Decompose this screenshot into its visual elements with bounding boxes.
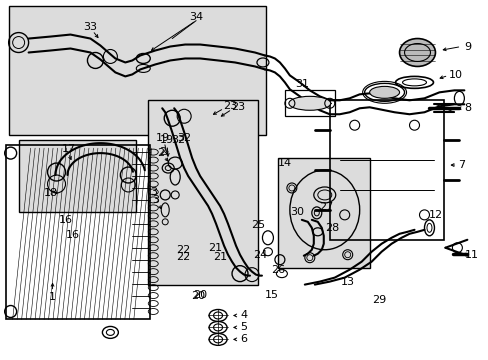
Text: 21: 21 bbox=[207, 243, 222, 253]
Text: 19: 19 bbox=[156, 133, 170, 143]
Bar bbox=[285, 90, 334, 116]
Text: 30: 30 bbox=[289, 207, 303, 217]
Text: 17: 17 bbox=[61, 144, 76, 154]
Text: 18: 18 bbox=[43, 188, 58, 198]
Text: 32: 32 bbox=[177, 133, 191, 143]
Text: 20: 20 bbox=[193, 289, 207, 300]
Text: 32: 32 bbox=[171, 135, 185, 145]
Text: 13: 13 bbox=[340, 276, 354, 287]
Text: 19: 19 bbox=[160, 135, 174, 145]
Text: 7: 7 bbox=[457, 160, 464, 170]
Bar bbox=[329, 100, 444, 240]
Text: 27: 27 bbox=[318, 202, 332, 212]
Text: 3: 3 bbox=[149, 187, 157, 197]
Text: 23: 23 bbox=[223, 101, 237, 111]
Bar bbox=[148, 100, 258, 285]
Text: 31: 31 bbox=[294, 79, 308, 89]
Text: 20: 20 bbox=[191, 291, 205, 301]
Text: 26: 26 bbox=[270, 265, 285, 275]
Text: 4: 4 bbox=[240, 310, 247, 320]
Text: 5: 5 bbox=[240, 323, 247, 332]
Text: 25: 25 bbox=[250, 220, 264, 230]
Ellipse shape bbox=[399, 39, 435, 67]
Text: 16: 16 bbox=[65, 230, 80, 240]
Text: 15: 15 bbox=[264, 289, 278, 300]
Text: 12: 12 bbox=[427, 210, 442, 220]
Text: 29: 29 bbox=[372, 294, 386, 305]
Text: 9: 9 bbox=[463, 41, 470, 51]
Text: 23: 23 bbox=[230, 102, 244, 112]
Text: 2: 2 bbox=[158, 147, 165, 157]
Text: 11: 11 bbox=[464, 250, 477, 260]
Bar bbox=[19, 140, 136, 212]
Text: 28: 28 bbox=[324, 223, 338, 233]
Text: 2: 2 bbox=[156, 148, 163, 158]
Text: 14: 14 bbox=[277, 158, 291, 168]
Text: 24: 24 bbox=[252, 250, 266, 260]
Ellipse shape bbox=[288, 96, 330, 110]
Bar bbox=[9, 6, 265, 135]
Text: 8: 8 bbox=[463, 103, 470, 113]
Text: 22: 22 bbox=[176, 245, 190, 255]
Text: 22: 22 bbox=[176, 252, 190, 262]
Text: 34: 34 bbox=[189, 12, 203, 22]
Text: 16: 16 bbox=[59, 215, 72, 225]
Bar bbox=[277, 158, 369, 268]
Bar bbox=[6, 145, 150, 319]
Text: 21: 21 bbox=[213, 252, 226, 262]
Text: 1: 1 bbox=[49, 292, 56, 302]
Ellipse shape bbox=[369, 86, 399, 98]
Text: 10: 10 bbox=[447, 71, 462, 80]
Text: 6: 6 bbox=[240, 334, 247, 345]
Text: 3: 3 bbox=[151, 195, 159, 205]
Text: 33: 33 bbox=[83, 22, 97, 32]
